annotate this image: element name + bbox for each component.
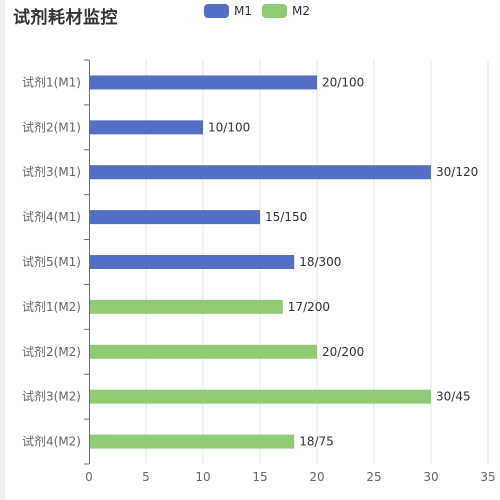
x-tick-label: 35 (480, 470, 495, 484)
bar (90, 389, 431, 404)
data-label: 20/200 (322, 345, 364, 359)
legend: M1 M2 (204, 4, 320, 18)
data-label: 17/200 (288, 300, 330, 314)
x-tick-label: 20 (309, 470, 324, 484)
data-label: 10/100 (208, 120, 250, 134)
category-label: 试剂1(M2) (22, 299, 81, 314)
legend-item-m1[interactable]: M1 (204, 4, 252, 18)
category-label: 试剂1(M1) (22, 74, 81, 89)
x-tick-label: 30 (423, 470, 438, 484)
bar (90, 344, 317, 359)
legend-item-m2[interactable]: M2 (262, 4, 310, 18)
x-tick-label: 15 (252, 470, 267, 484)
data-label: 18/300 (299, 255, 341, 269)
bar (90, 210, 260, 225)
x-tick-label: 5 (142, 470, 150, 484)
bar (90, 120, 203, 135)
category-label: 试剂4(M1) (22, 209, 81, 224)
data-label: 30/120 (436, 165, 478, 179)
x-tick-label: 25 (366, 470, 381, 484)
data-label: 20/100 (322, 75, 364, 89)
category-label: 试剂5(M1) (22, 254, 81, 269)
category-label: 试剂2(M1) (22, 119, 81, 134)
bar (90, 75, 317, 90)
left-edge-strip (0, 0, 5, 500)
legend-label-m1: M1 (234, 4, 252, 18)
chart-title: 试剂耗材监控 (13, 8, 118, 28)
data-label: 15/150 (265, 210, 307, 224)
category-label: 试剂4(M2) (22, 434, 81, 449)
data-label: 18/75 (299, 435, 334, 449)
bar (90, 165, 431, 180)
legend-swatch-m2 (262, 4, 287, 18)
legend-label-m2: M2 (292, 4, 310, 18)
category-label: 试剂3(M2) (22, 389, 81, 404)
x-tick-label: 0 (85, 470, 93, 484)
data-label: 30/45 (436, 390, 471, 404)
bar (90, 299, 283, 314)
bar (90, 255, 295, 269)
category-label: 试剂3(M1) (22, 164, 81, 179)
legend-swatch-m1 (204, 4, 229, 18)
bar (90, 434, 295, 449)
x-tick-label: 10 (195, 470, 210, 484)
category-label: 试剂2(M2) (22, 344, 81, 359)
